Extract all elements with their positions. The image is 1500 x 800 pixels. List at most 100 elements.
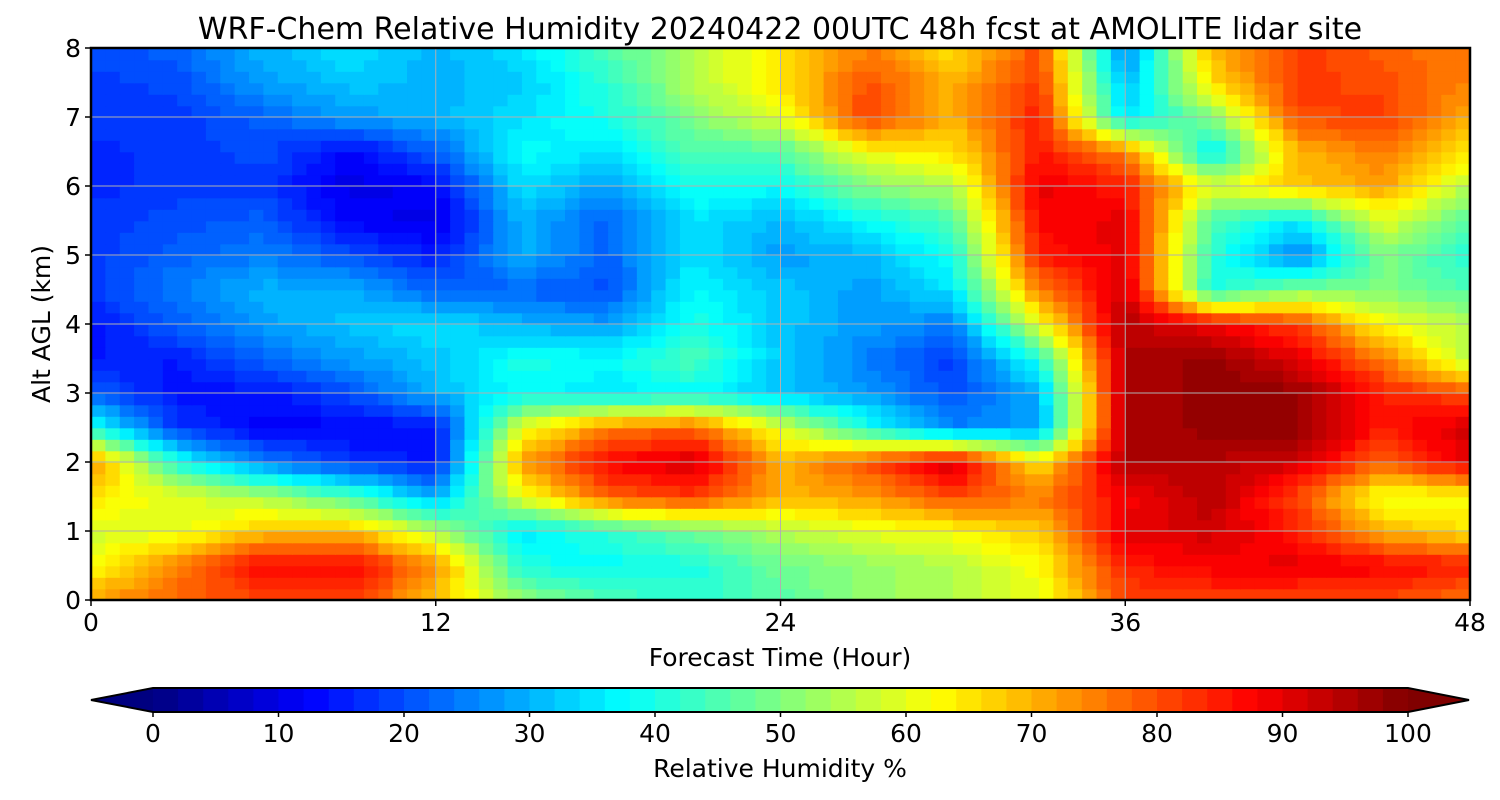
heatmap-cell: [1197, 416, 1213, 429]
heatmap-cell: [1455, 324, 1470, 337]
heatmap-cell: [1412, 554, 1428, 567]
colorbar-segment: [655, 688, 681, 712]
heatmap-cell: [1326, 209, 1342, 222]
heatmap-cell: [1383, 370, 1399, 383]
heatmap-cell: [766, 554, 782, 567]
heatmap-cell: [895, 312, 911, 325]
heatmap-cell: [407, 232, 423, 245]
heatmap-cell: [134, 48, 150, 61]
heatmap-cell: [1426, 565, 1443, 578]
heatmap-cell: [1426, 301, 1443, 314]
heatmap-cell: [407, 381, 423, 394]
heatmap-cell: [292, 243, 308, 256]
heatmap-cell: [1426, 82, 1443, 95]
heatmap-cell: [1311, 94, 1328, 107]
heatmap-cell: [1067, 174, 1083, 187]
heatmap-cell: [1197, 531, 1213, 544]
heatmap-cell: [493, 496, 509, 509]
heatmap-cell: [177, 140, 193, 153]
heatmap-cell: [1225, 140, 1241, 153]
heatmap-cell: [407, 163, 423, 176]
heatmap-cell: [1197, 439, 1213, 452]
heatmap-cell: [1283, 588, 1299, 600]
heatmap-cell: [507, 209, 523, 222]
heatmap-cell: [665, 577, 681, 590]
heatmap-cell: [435, 174, 451, 187]
heatmap-cell: [191, 59, 207, 72]
heatmap-cell: [1340, 393, 1356, 406]
heatmap-cell: [191, 94, 207, 107]
heatmap-cell: [205, 565, 222, 578]
heatmap-cell: [565, 82, 581, 95]
heatmap-cell: [177, 416, 193, 429]
heatmap-cell: [464, 301, 480, 314]
heatmap-cell: [450, 404, 466, 417]
heatmap-cell: [737, 163, 753, 176]
heatmap-cell: [1398, 404, 1414, 417]
heatmap-cell: [1168, 473, 1184, 486]
heatmap-cell: [1110, 301, 1127, 314]
heatmap-cell: [1383, 82, 1399, 95]
heatmap-cell: [1311, 381, 1328, 394]
heatmap-cell: [450, 128, 466, 141]
heatmap-cell: [177, 439, 193, 452]
heatmap-cell: [708, 289, 724, 302]
heatmap-cell: [852, 82, 868, 95]
heatmap-cell: [1441, 439, 1457, 452]
heatmap-cell: [105, 565, 121, 578]
heatmap-cell: [679, 404, 696, 417]
heatmap-area: [91, 48, 1470, 600]
heatmap-cell: [421, 117, 437, 130]
heatmap-cell: [981, 450, 997, 463]
heatmap-cell: [1268, 393, 1285, 406]
heatmap-cell: [1125, 473, 1141, 486]
heatmap-cell: [1110, 128, 1127, 141]
heatmap-cell: [751, 324, 767, 337]
heatmap-cell: [1153, 186, 1170, 199]
heatmap-cell: [1053, 347, 1069, 360]
heatmap-cell: [1053, 577, 1069, 590]
heatmap-cell: [1211, 450, 1227, 463]
heatmap-cell: [1024, 496, 1040, 509]
heatmap-cell: [1383, 381, 1399, 394]
heatmap-cell: [1455, 59, 1470, 72]
heatmap-cell: [1225, 577, 1241, 590]
heatmap-cell: [1326, 243, 1342, 256]
heatmap-cell: [1383, 588, 1399, 600]
heatmap-cell: [1096, 485, 1112, 498]
heatmap-cell: [1355, 128, 1371, 141]
heatmap-cell: [105, 243, 121, 256]
heatmap-cell: [464, 508, 480, 521]
heatmap-cell: [852, 301, 868, 314]
heatmap-cell: [306, 450, 322, 463]
heatmap-cell: [435, 335, 451, 348]
heatmap-cell: [636, 163, 653, 176]
heatmap-cell: [493, 140, 509, 153]
heatmap-cell: [952, 243, 969, 256]
heatmap-cell: [895, 140, 911, 153]
heatmap-cell: [1197, 197, 1213, 210]
heatmap-cell: [708, 197, 724, 210]
heatmap-cell: [665, 381, 681, 394]
heatmap-cell: [751, 416, 767, 429]
colorbar-segment: [981, 688, 1007, 712]
heatmap-cell: [1153, 48, 1170, 61]
heatmap-cell: [608, 82, 624, 95]
heatmap-cell: [924, 243, 940, 256]
heatmap-cell: [349, 324, 365, 337]
heatmap-cell: [1082, 370, 1098, 383]
heatmap-cell: [249, 220, 265, 233]
heatmap-cell: [320, 496, 336, 509]
heatmap-cell: [478, 151, 494, 164]
heatmap-cell: [1067, 48, 1083, 61]
heatmap-cell: [1211, 94, 1227, 107]
heatmap-cell: [866, 381, 882, 394]
heatmap-cell: [349, 151, 365, 164]
heatmap-cell: [1268, 186, 1285, 199]
heatmap-cell: [493, 519, 509, 532]
heatmap-cell: [679, 370, 696, 383]
heatmap-cell: [1426, 324, 1443, 337]
heatmap-cell: [938, 128, 954, 141]
heatmap-cell: [320, 519, 336, 532]
heatmap-cell: [1268, 255, 1285, 268]
